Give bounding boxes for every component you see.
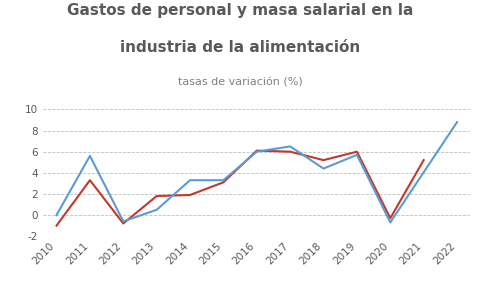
Retenciones xyxy=(321,167,326,170)
Impuesto sobre Sociedades xyxy=(120,222,126,225)
Impuesto sobre Sociedades xyxy=(220,181,226,184)
Impuesto sobre Sociedades xyxy=(387,217,393,220)
Retenciones xyxy=(154,208,159,211)
Impuesto sobre Sociedades xyxy=(421,158,427,162)
Retenciones xyxy=(354,153,360,157)
Impuesto sobre Sociedades xyxy=(87,179,93,182)
Retenciones xyxy=(454,120,460,124)
Line: Retenciones: Retenciones xyxy=(57,122,457,222)
Impuesto sobre Sociedades xyxy=(254,149,260,152)
Impuesto sobre Sociedades xyxy=(187,193,193,197)
Retenciones xyxy=(120,220,126,223)
Text: industria de la alimentación: industria de la alimentación xyxy=(120,40,360,55)
Retenciones xyxy=(387,221,393,224)
Text: Gastos de personal y masa salarial en la: Gastos de personal y masa salarial en la xyxy=(67,3,413,18)
Impuesto sobre Sociedades xyxy=(288,150,293,154)
Retenciones xyxy=(87,154,93,158)
Impuesto sobre Sociedades xyxy=(354,150,360,154)
Text: tasas de variación (%): tasas de variación (%) xyxy=(178,78,302,88)
Retenciones xyxy=(254,150,260,154)
Impuesto sobre Sociedades xyxy=(154,194,159,198)
Retenciones xyxy=(54,213,60,217)
Retenciones xyxy=(220,179,226,182)
Line: Impuesto sobre Sociedades: Impuesto sobre Sociedades xyxy=(57,151,424,226)
Retenciones xyxy=(288,145,293,148)
Retenciones xyxy=(187,179,193,182)
Impuesto sobre Sociedades xyxy=(54,224,60,227)
Impuesto sobre Sociedades xyxy=(321,158,326,162)
